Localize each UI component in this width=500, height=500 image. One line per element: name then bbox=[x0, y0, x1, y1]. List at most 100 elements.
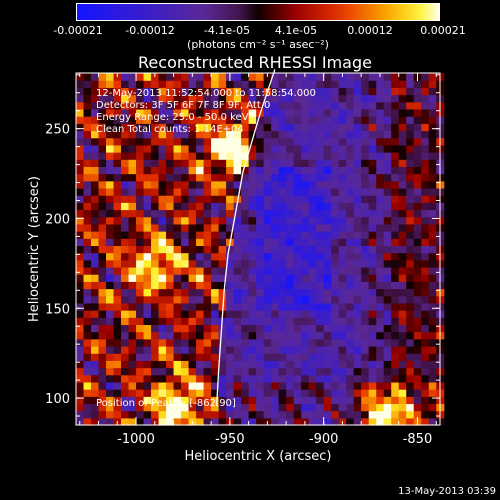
heatmap-cell bbox=[233, 159, 242, 167]
heatmap-cell bbox=[203, 281, 212, 290]
heatmap-cell bbox=[83, 345, 92, 354]
heatmap-cell bbox=[383, 216, 392, 225]
heatmap-cell bbox=[248, 101, 257, 110]
heatmap-cell bbox=[361, 374, 370, 383]
heatmap-cell bbox=[128, 245, 137, 254]
heatmap-cell bbox=[346, 345, 355, 354]
heatmap-cell bbox=[158, 144, 167, 153]
heatmap-cell bbox=[271, 367, 280, 376]
heatmap-cell bbox=[233, 310, 242, 318]
heatmap-cell bbox=[383, 180, 392, 189]
heatmap-cell bbox=[406, 231, 415, 239]
heatmap-cell bbox=[98, 252, 107, 261]
heatmap-cell bbox=[121, 195, 130, 203]
heatmap-cell bbox=[113, 396, 122, 405]
heatmap-cell bbox=[398, 144, 407, 153]
heatmap-cell bbox=[331, 209, 340, 218]
heatmap-cell bbox=[113, 345, 122, 354]
heatmap-cell bbox=[106, 87, 115, 96]
heatmap-cell bbox=[271, 101, 280, 110]
heatmap-cell bbox=[421, 310, 430, 318]
heatmap-cell bbox=[406, 123, 415, 132]
heatmap-cell bbox=[271, 223, 280, 232]
heatmap-cell bbox=[128, 295, 137, 304]
heatmap-cell bbox=[113, 223, 122, 232]
heatmap-cell bbox=[188, 123, 197, 132]
heatmap-cell bbox=[263, 137, 272, 146]
heatmap-cell bbox=[196, 238, 205, 246]
heatmap-cell bbox=[113, 238, 122, 246]
heatmap-cell bbox=[151, 130, 160, 139]
heatmap-cell bbox=[256, 137, 265, 146]
heatmap-cell bbox=[391, 381, 400, 390]
heatmap-cell bbox=[428, 324, 437, 333]
heatmap-cell bbox=[203, 101, 212, 110]
heatmap-cell bbox=[383, 259, 392, 268]
heatmap-cell bbox=[308, 324, 317, 333]
heatmap-cell bbox=[376, 252, 385, 261]
heatmap-cell bbox=[143, 259, 152, 268]
heatmap-cell bbox=[271, 266, 280, 275]
heatmap-cell bbox=[196, 367, 205, 376]
heatmap-cell bbox=[353, 216, 362, 225]
heatmap-cell bbox=[76, 116, 85, 124]
heatmap-cell bbox=[98, 310, 107, 318]
heatmap-cell bbox=[233, 73, 242, 81]
heatmap-cell bbox=[338, 353, 347, 361]
heatmap-cell bbox=[143, 108, 152, 117]
heatmap-cell bbox=[233, 238, 242, 246]
heatmap-cell bbox=[301, 137, 310, 146]
heatmap-cell bbox=[166, 238, 175, 246]
heatmap-cell bbox=[323, 130, 332, 139]
heatmap-cell bbox=[346, 108, 355, 117]
heatmap-cell bbox=[98, 94, 107, 103]
heatmap-cell bbox=[233, 338, 242, 347]
heatmap-cell bbox=[293, 216, 302, 225]
heatmap-cell bbox=[338, 166, 347, 175]
heatmap-cell bbox=[106, 381, 115, 390]
heatmap-cell bbox=[128, 310, 137, 318]
heatmap-cell bbox=[406, 223, 415, 232]
heatmap-cell bbox=[203, 338, 212, 347]
heatmap-cell bbox=[181, 281, 190, 290]
heatmap-cell bbox=[76, 310, 85, 318]
heatmap-cell bbox=[166, 144, 175, 153]
heatmap-cell bbox=[196, 374, 205, 383]
heatmap-cell bbox=[293, 381, 302, 390]
heatmap-cell bbox=[211, 116, 220, 124]
heatmap-cell bbox=[248, 403, 257, 412]
heatmap-cell bbox=[76, 166, 85, 175]
heatmap-cell bbox=[106, 173, 115, 182]
heatmap-cell bbox=[121, 324, 130, 333]
heatmap-cell bbox=[278, 274, 287, 282]
heatmap-cell bbox=[316, 159, 325, 167]
heatmap-cell bbox=[233, 137, 242, 146]
heatmap-cell bbox=[331, 396, 340, 405]
heatmap-cell bbox=[278, 159, 287, 167]
heatmap-cell bbox=[143, 324, 152, 333]
heatmap-cell bbox=[323, 231, 332, 239]
heatmap-cell bbox=[406, 130, 415, 139]
heatmap-cell bbox=[203, 144, 212, 153]
heatmap-cell bbox=[263, 159, 272, 167]
heatmap-cell bbox=[181, 187, 190, 196]
heatmap-cell bbox=[151, 367, 160, 376]
heatmap-cell bbox=[128, 108, 137, 117]
heatmap-cell bbox=[98, 374, 107, 383]
heatmap-cell bbox=[233, 389, 242, 397]
heatmap-cell bbox=[263, 353, 272, 361]
heatmap-cell bbox=[361, 123, 370, 132]
heatmap-cell bbox=[383, 338, 392, 347]
heatmap-cell bbox=[121, 187, 130, 196]
heatmap-cell bbox=[91, 252, 100, 261]
heatmap-cell bbox=[143, 216, 152, 225]
heatmap-cell bbox=[226, 302, 235, 311]
heatmap-cell bbox=[346, 331, 355, 340]
heatmap-cell bbox=[226, 381, 235, 390]
heatmap-cell bbox=[151, 231, 160, 239]
heatmap-cell bbox=[256, 338, 265, 347]
heatmap-cell bbox=[166, 195, 175, 203]
heatmap-cell bbox=[428, 381, 437, 390]
heatmap-cell bbox=[346, 231, 355, 239]
heatmap-cell bbox=[76, 396, 85, 405]
